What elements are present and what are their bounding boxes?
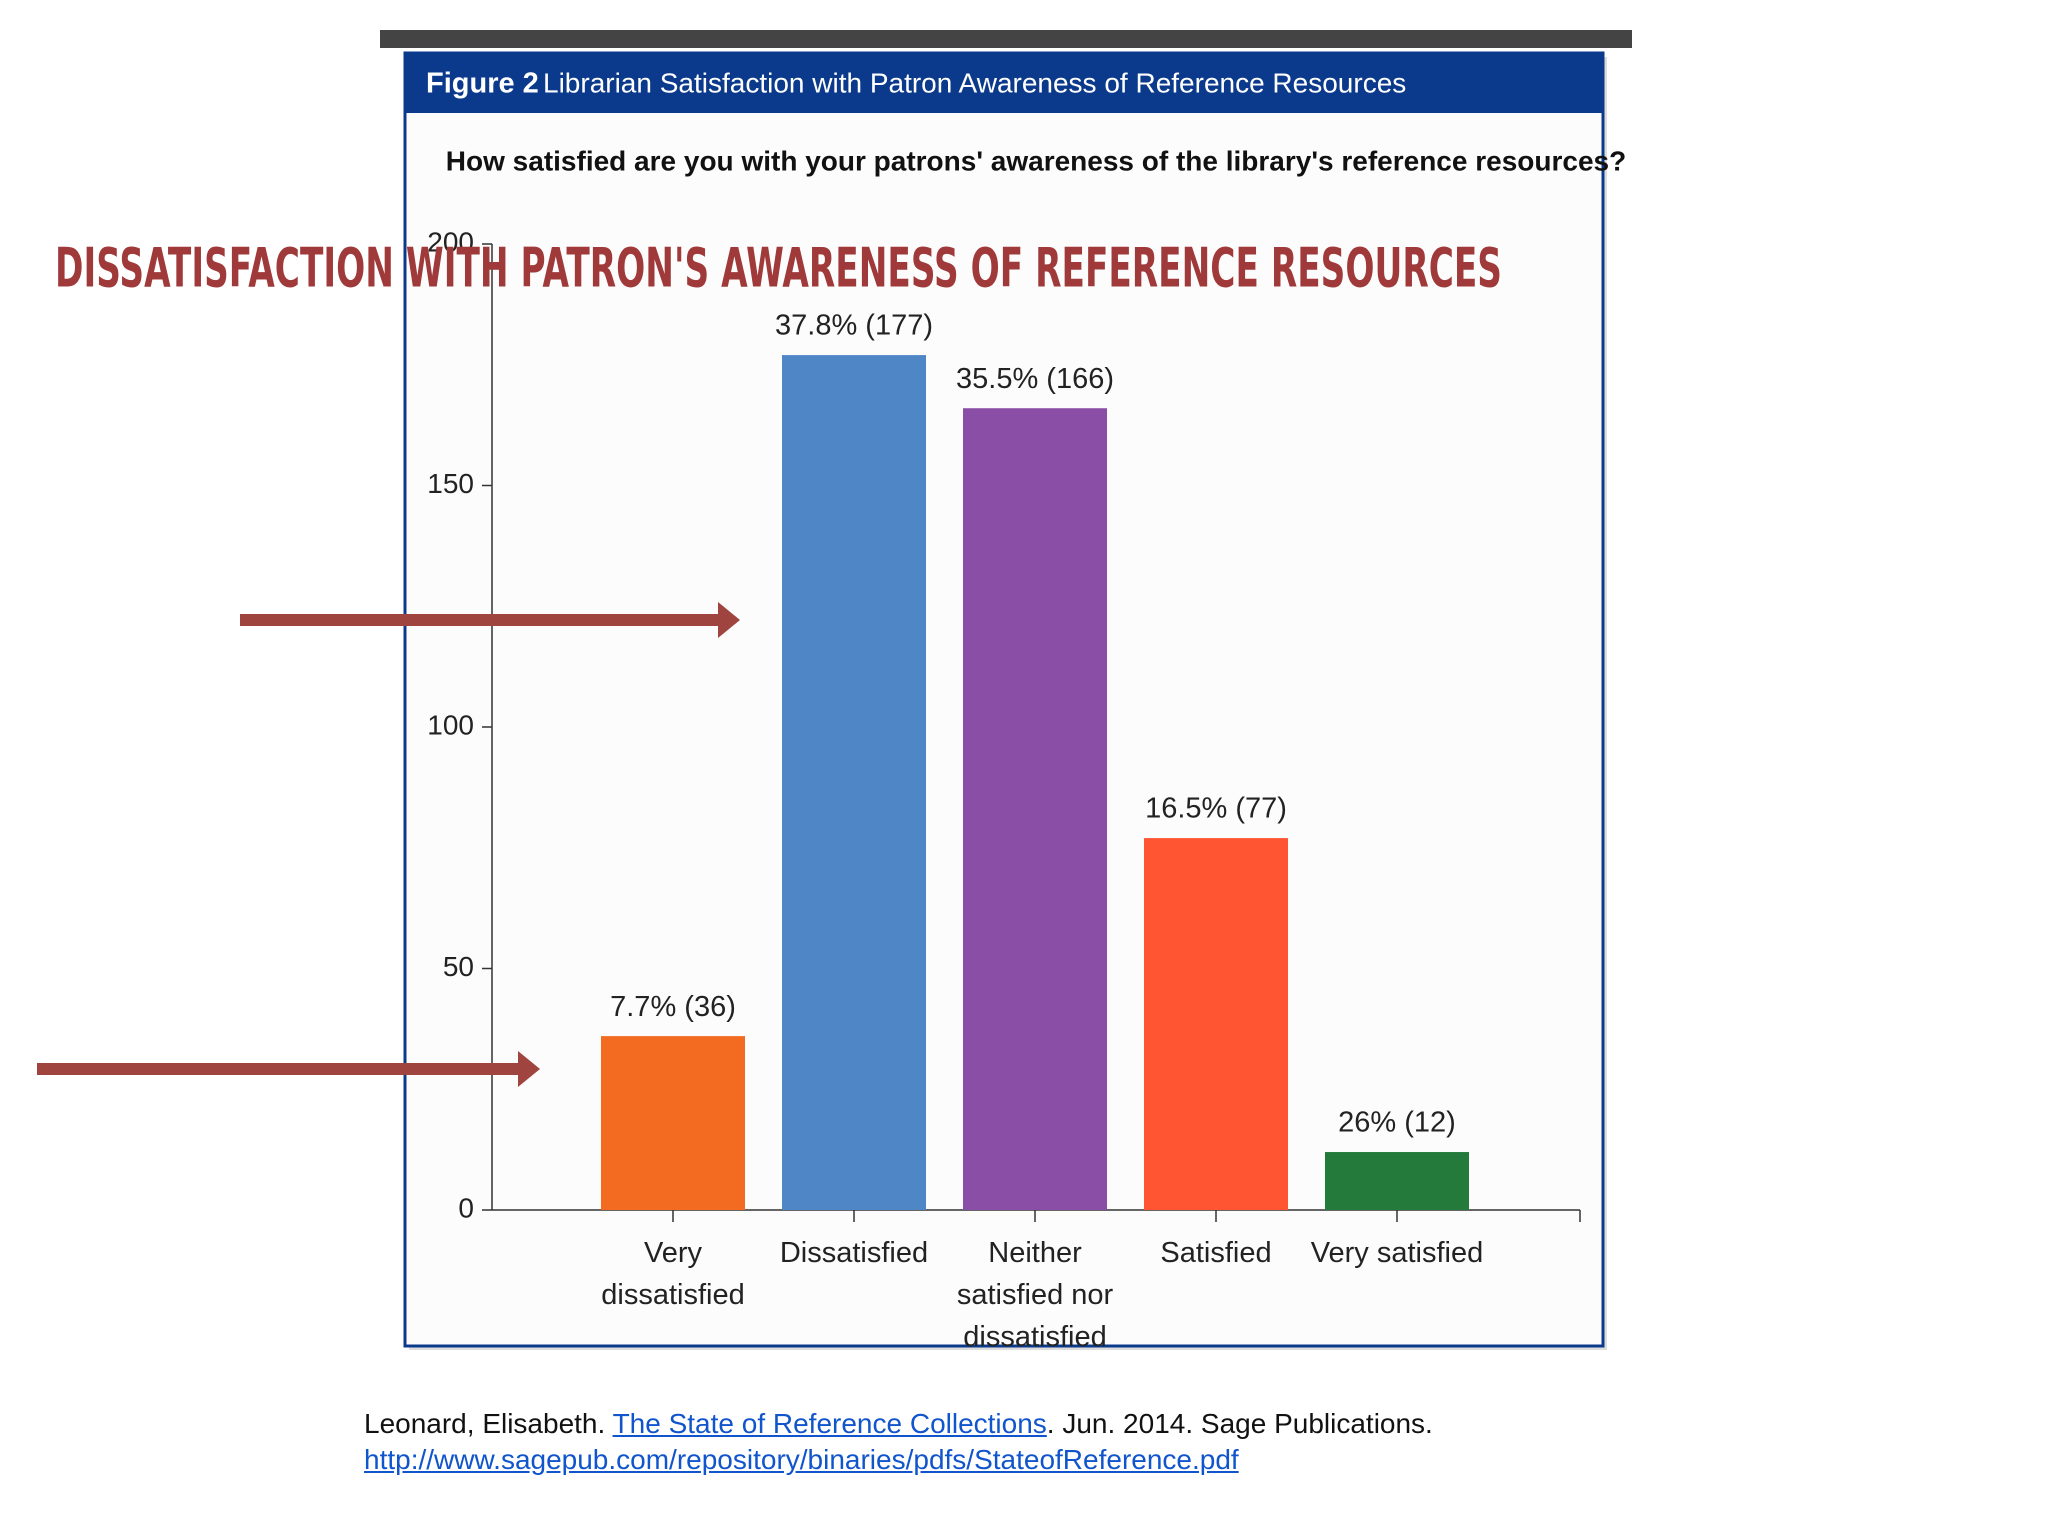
bar	[782, 355, 926, 1211]
citation-link[interactable]: The State of Reference Collections	[612, 1408, 1047, 1439]
bar	[601, 1036, 745, 1210]
y-tick-label: 0	[458, 1192, 474, 1223]
citation-url-line: http://www.sagepub.com/repository/binari…	[364, 1444, 1239, 1476]
value-label: 16.5% (77)	[1145, 793, 1287, 825]
chart-subtitle: How satisfied are you with your patrons'…	[446, 145, 1626, 176]
value-label: 37.8% (177)	[775, 310, 933, 342]
y-tick-label: 100	[427, 709, 474, 740]
x-tick-label: Very dissatisfied	[601, 1237, 745, 1311]
bar	[963, 408, 1107, 1211]
figure-label: Figure 2	[426, 68, 539, 100]
citation: Leonard, Elisabeth. The State of Referen…	[364, 1408, 1433, 1440]
bar	[1144, 838, 1288, 1210]
value-label: 7.7% (36)	[610, 991, 736, 1023]
figure-header	[405, 53, 1603, 113]
bar	[1325, 1152, 1469, 1210]
y-tick-label: 200	[427, 226, 474, 257]
x-tick-label: Dissatisfied	[779, 1237, 929, 1269]
citation-rest: . Jun. 2014. Sage Publications.	[1046, 1408, 1433, 1439]
x-tick-label: Neither satisfied nor dissatisfied	[956, 1237, 1114, 1353]
x-tick-label: Very satisfied	[1310, 1237, 1484, 1269]
citation-url[interactable]: http://www.sagepub.com/repository/binari…	[364, 1444, 1239, 1475]
top-bar	[380, 30, 1632, 48]
x-tick-label: Satisfied	[1160, 1237, 1272, 1269]
arrow-head	[718, 602, 740, 638]
chart-title: Librarian Satisfaction with Patron Aware…	[543, 67, 1406, 98]
value-label: 26% (12)	[1338, 1107, 1456, 1139]
citation-author: Leonard, Elisabeth.	[364, 1408, 613, 1439]
y-tick-label: 150	[427, 468, 474, 499]
value-label: 35.5% (166)	[956, 363, 1114, 395]
annotation: DISSATISFACTION WITH PATRON'S AWARENESS …	[55, 237, 1502, 300]
y-tick-label: 50	[443, 951, 474, 982]
arrow-head	[518, 1051, 540, 1087]
